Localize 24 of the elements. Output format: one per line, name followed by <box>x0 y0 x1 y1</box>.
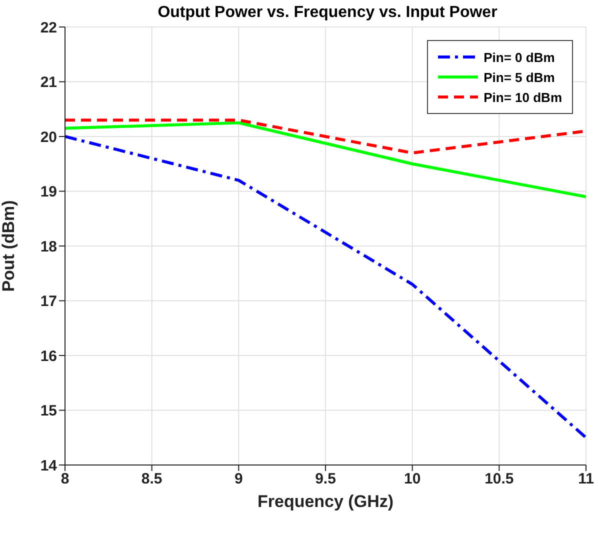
y-tick-label: 22 <box>40 19 57 36</box>
legend-label: Pin= 0 dBm <box>484 50 555 64</box>
x-tick-label: 8 <box>60 470 70 488</box>
line-series <box>65 121 586 198</box>
x-tick-label: 10 <box>404 470 421 488</box>
x-tick-label: 9 <box>234 470 243 488</box>
x-tick-label: 8.5 <box>141 470 162 488</box>
x-tick-label: 10.5 <box>484 470 514 488</box>
x-tick-label: 11 <box>578 470 594 488</box>
y-tick-label: 18 <box>40 238 57 256</box>
legend-label: Pin= 10 dBm <box>484 90 562 104</box>
y-axis-title: Pout (dBm) <box>0 200 18 292</box>
legend-label: Pin= 5 dBm <box>484 70 555 84</box>
line-series <box>65 135 586 440</box>
y-tick-label: 15 <box>40 402 57 420</box>
x-tick-label: 9.5 <box>315 470 336 488</box>
y-tick-label: 21 <box>40 74 57 92</box>
x-axis-title: Frequency (GHz) <box>257 492 394 511</box>
y-tick-label: 19 <box>40 184 57 201</box>
y-tick-label: 17 <box>40 293 57 310</box>
y-tick-label: 14 <box>40 457 58 474</box>
y-tick-label: 16 <box>40 348 57 365</box>
chart-title: Output Power vs. Frequency vs. Input Power <box>156 4 498 22</box>
y-tick-label: 20 <box>40 128 57 146</box>
